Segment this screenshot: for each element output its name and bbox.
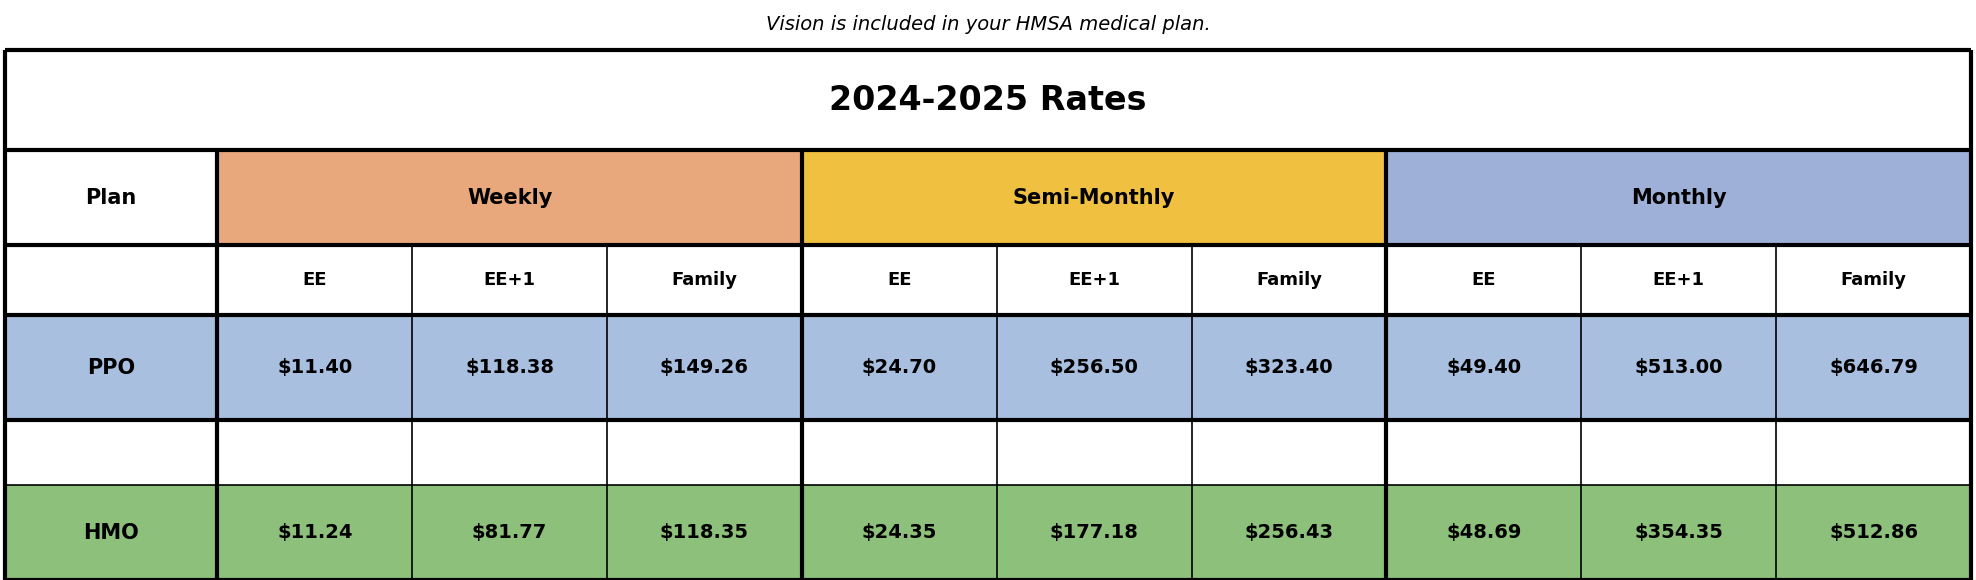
Text: $177.18: $177.18 xyxy=(1049,523,1138,542)
Bar xyxy=(217,150,802,245)
Text: $256.50: $256.50 xyxy=(1049,358,1138,377)
Text: Family: Family xyxy=(1257,271,1322,289)
Bar xyxy=(6,50,1970,150)
Text: EE: EE xyxy=(887,271,911,289)
Text: $513.00: $513.00 xyxy=(1634,358,1723,377)
Bar xyxy=(1387,150,1970,245)
Text: $11.40: $11.40 xyxy=(277,358,352,377)
Text: EE+1: EE+1 xyxy=(1069,271,1120,289)
Text: EE: EE xyxy=(1472,271,1496,289)
Text: $49.40: $49.40 xyxy=(1446,358,1522,377)
Text: $24.70: $24.70 xyxy=(862,358,937,377)
Text: $256.43: $256.43 xyxy=(1245,523,1334,542)
Text: $149.26: $149.26 xyxy=(660,358,749,377)
Text: $24.35: $24.35 xyxy=(862,523,937,542)
Text: $118.38: $118.38 xyxy=(464,358,553,377)
Text: Weekly: Weekly xyxy=(466,187,553,208)
Text: $646.79: $646.79 xyxy=(1830,358,1919,377)
Text: Family: Family xyxy=(1840,271,1907,289)
Text: Monthly: Monthly xyxy=(1630,187,1727,208)
Bar xyxy=(6,150,217,245)
Text: $354.35: $354.35 xyxy=(1634,523,1723,542)
Text: $323.40: $323.40 xyxy=(1245,358,1334,377)
Text: Family: Family xyxy=(672,271,737,289)
Text: EE+1: EE+1 xyxy=(1652,271,1705,289)
Text: 2024-2025 Rates: 2024-2025 Rates xyxy=(830,84,1146,117)
Text: $81.77: $81.77 xyxy=(472,523,547,542)
Text: $512.86: $512.86 xyxy=(1830,523,1919,542)
Bar xyxy=(6,245,1970,315)
Text: $11.24: $11.24 xyxy=(277,523,352,542)
Text: PPO: PPO xyxy=(87,357,134,378)
Text: Plan: Plan xyxy=(85,187,136,208)
Bar xyxy=(6,315,1970,420)
Text: EE: EE xyxy=(302,271,326,289)
Bar xyxy=(802,150,1387,245)
Text: $118.35: $118.35 xyxy=(660,523,749,542)
Bar xyxy=(6,420,1970,485)
Text: Vision is included in your HMSA medical plan.: Vision is included in your HMSA medical … xyxy=(765,16,1211,34)
Text: $48.69: $48.69 xyxy=(1446,523,1522,542)
Bar xyxy=(6,485,1970,580)
Text: Semi-Monthly: Semi-Monthly xyxy=(1014,187,1176,208)
Text: EE+1: EE+1 xyxy=(484,271,535,289)
Text: HMO: HMO xyxy=(83,523,138,542)
